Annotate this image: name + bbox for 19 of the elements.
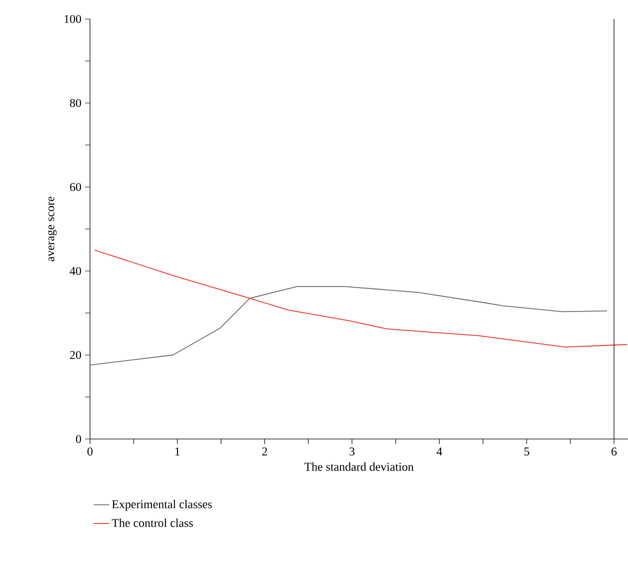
line-series — [94, 250, 628, 348]
x-tick-label: 3 — [350, 447, 355, 456]
y-tick-label: 40 — [70, 266, 82, 276]
x-tick-label: 0 — [87, 448, 93, 456]
y-tick-label: 60 — [70, 182, 82, 192]
x-tick-label: 4 — [436, 447, 442, 456]
y-tick-label: 20 — [70, 350, 82, 360]
y-axis-title: average score — [48, 196, 57, 262]
x-axis-title: The standard deviation — [304, 462, 414, 471]
line-series — [90, 286, 608, 366]
legend-label: Experimental classes — [112, 500, 212, 511]
y-tick-label: 0 — [76, 434, 82, 444]
x-tick-label: 1 — [175, 448, 180, 456]
legend-label: The control class — [112, 518, 193, 528]
y-tick-label: 80 — [70, 98, 82, 108]
x-tick-label: 5 — [524, 448, 530, 456]
y-tick-label: 100 — [64, 14, 82, 24]
x-tick-label: 2 — [262, 447, 267, 456]
x-tick-label: 6 — [612, 447, 617, 456]
